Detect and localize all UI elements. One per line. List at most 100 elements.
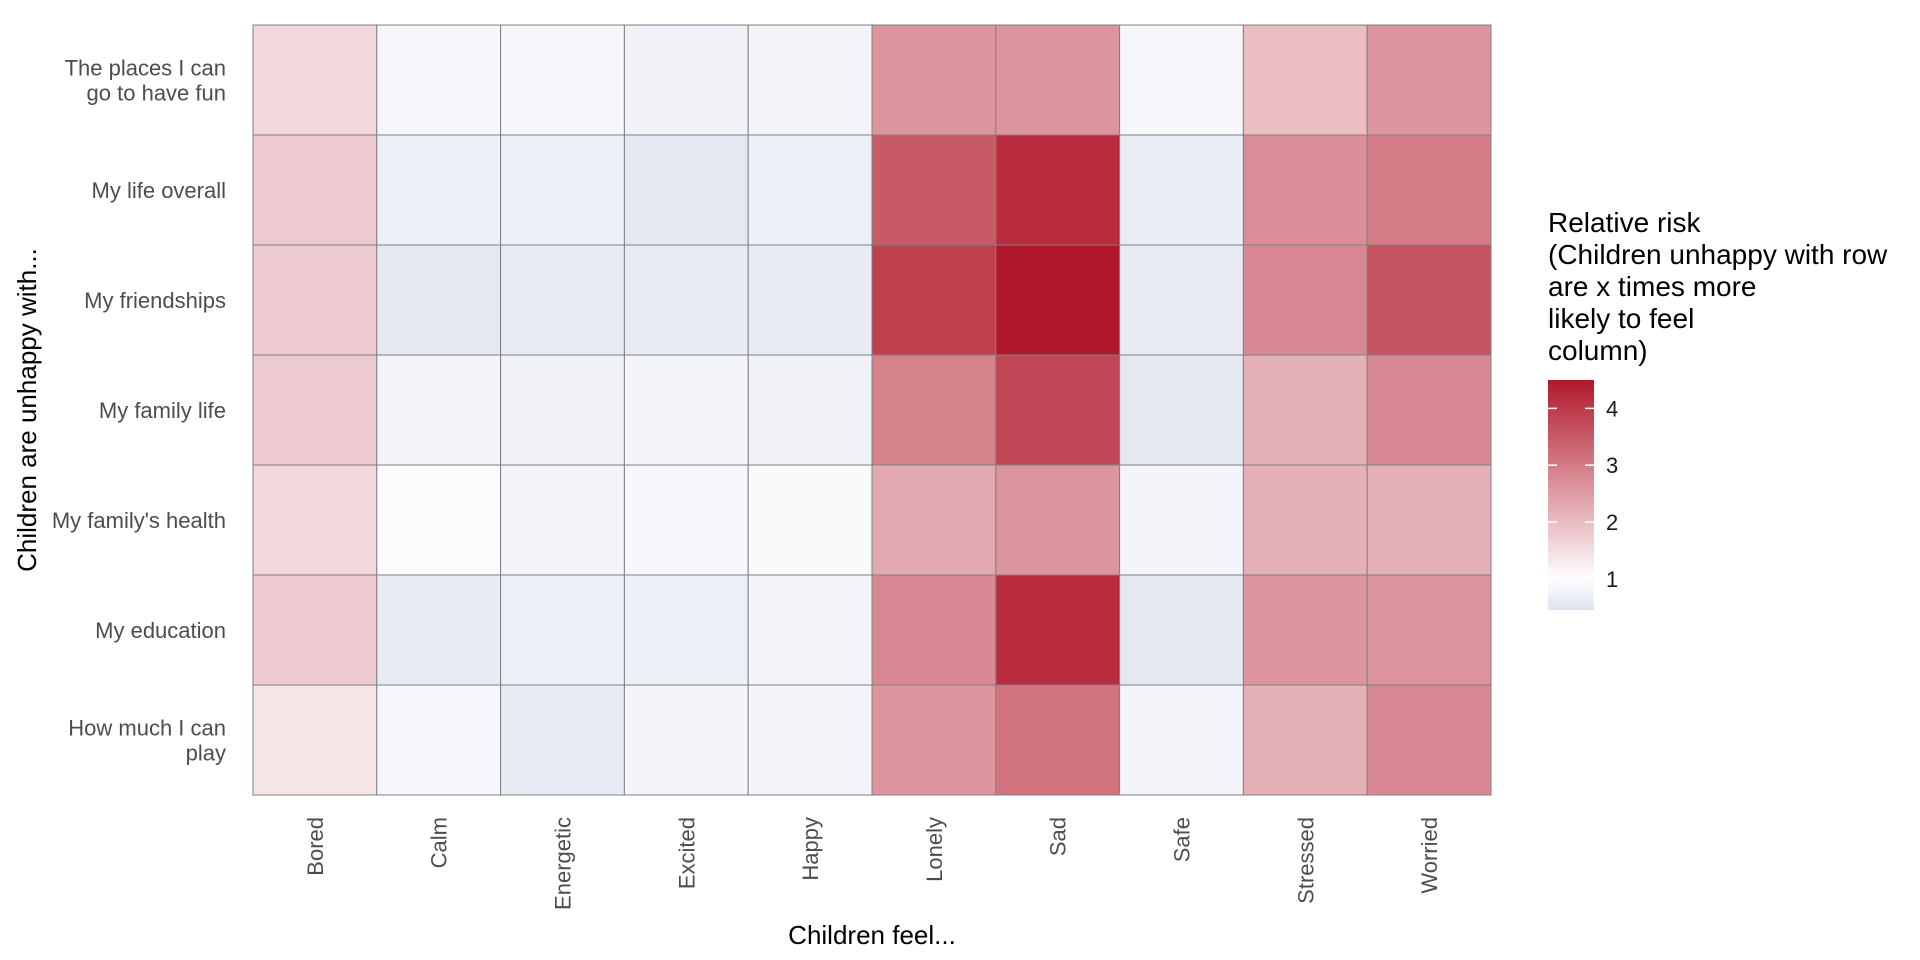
heatmap-cell	[500, 574, 625, 686]
legend-title: Relative risk(Children unhappy with rowa…	[1548, 207, 1888, 366]
row-label-line: My family life	[99, 398, 226, 423]
legend-tick-label: 2	[1606, 510, 1618, 535]
heatmap-cell	[1119, 134, 1244, 246]
heatmap-cell	[623, 24, 749, 136]
column-label: Happy	[798, 817, 823, 881]
column-labels: Bored Calm Energetic Excited Happy Lonely Sad S…	[303, 817, 1442, 910]
heatmap-cell	[995, 684, 1121, 796]
heatmap-cell	[747, 574, 873, 686]
heatmap-cell	[252, 684, 378, 796]
row-label: My life overall	[92, 178, 226, 203]
heatmap-cell	[252, 464, 378, 576]
row-label-line: My friendships	[84, 288, 226, 313]
heatmap-cells	[252, 24, 1492, 796]
heatmap-cell	[871, 464, 997, 576]
heatmap-cell	[1366, 354, 1492, 466]
row-label: My education	[95, 618, 226, 643]
row-label-line: play	[186, 741, 226, 766]
column-label: Excited	[674, 817, 699, 889]
heatmap-cell	[1242, 574, 1368, 686]
heatmap-cell	[500, 684, 625, 796]
column-label: Worried	[1417, 817, 1442, 894]
legend-title-line: Relative risk	[1548, 207, 1701, 238]
legend-ticks: 1 2 3 4	[1548, 396, 1618, 592]
row-label: How much I can play	[68, 716, 226, 766]
row-label-line: My education	[95, 618, 226, 643]
heatmap-cell	[1366, 684, 1492, 796]
heatmap-cell	[252, 24, 378, 136]
heatmap-cell	[1366, 134, 1492, 246]
heatmap-cell	[1366, 244, 1492, 356]
x-axis-title: Children feel...	[788, 920, 956, 950]
row-label: My family life	[99, 398, 226, 423]
row-label: My family's health	[52, 508, 226, 533]
legend-title-line: column)	[1548, 335, 1648, 366]
heatmap-cell	[376, 134, 502, 246]
legend: Relative risk(Children unhappy with rowa…	[1548, 207, 1888, 610]
column-label: Lonely	[922, 817, 947, 882]
heatmap-cell	[1119, 464, 1244, 576]
legend-title-line: are x times more	[1548, 271, 1757, 302]
heatmap-cell	[376, 574, 502, 686]
row-label-line: My life overall	[92, 178, 226, 203]
heatmap-cell	[500, 464, 625, 576]
heatmap-cell	[1242, 134, 1368, 246]
heatmap-cell	[1119, 24, 1244, 136]
heatmap-cell	[1242, 244, 1368, 356]
column-label: Bored	[303, 817, 328, 876]
legend-tick-label: 3	[1606, 453, 1618, 478]
heatmap-cell	[871, 244, 997, 356]
heatmap-cell	[623, 244, 749, 356]
heatmap-cell	[252, 134, 378, 246]
heatmap-cell	[376, 354, 502, 466]
heatmap-cell	[747, 464, 873, 576]
heatmap-cell	[376, 684, 502, 796]
row-labels: The places I can go to have fun My life ov…	[52, 56, 226, 766]
row-label: The places I can go to have fun	[65, 56, 226, 106]
legend-title-line: (Children unhappy with row	[1548, 239, 1888, 270]
heatmap-cell	[1119, 684, 1244, 796]
heatmap-cell	[995, 24, 1121, 136]
y-axis-title: Children are unhappy with...	[12, 248, 42, 572]
legend-title-line: likely to feel	[1548, 303, 1694, 334]
heatmap-cell	[500, 24, 625, 136]
heatmap-cell	[623, 134, 749, 246]
heatmap-cell	[623, 354, 749, 466]
legend-tick-label: 1	[1606, 567, 1618, 592]
heatmap-cell	[1119, 574, 1244, 686]
heatmap-cell	[871, 574, 997, 686]
heatmap-cell	[995, 464, 1121, 576]
legend-tick-label: 4	[1606, 396, 1618, 421]
row-label-line: go to have fun	[87, 81, 226, 106]
heatmap-cell	[871, 684, 997, 796]
heatmap-cell	[747, 354, 873, 466]
row-label-line: My family's health	[52, 508, 226, 533]
heatmap-cell	[1242, 464, 1368, 576]
heatmap-cell	[1366, 464, 1492, 576]
column-label: Stressed	[1293, 817, 1318, 904]
heatmap-cell	[995, 354, 1121, 466]
heatmap-cell	[995, 244, 1121, 356]
row-label-line: The places I can	[65, 56, 226, 81]
heatmap-cell	[1119, 244, 1244, 356]
heatmap-cell	[252, 354, 378, 466]
heatmap-cell	[871, 134, 997, 246]
heatmap-cell	[1242, 684, 1368, 796]
heatmap-cell	[376, 464, 502, 576]
heatmap-cell	[623, 684, 749, 796]
heatmap-cell	[1242, 24, 1368, 136]
heatmap-cell	[747, 24, 873, 136]
column-label: Sad	[1046, 817, 1071, 856]
heatmap-cell	[1366, 24, 1492, 136]
heatmap-cell	[871, 354, 997, 466]
heatmap-cell	[623, 464, 749, 576]
heatmap-cell	[747, 134, 873, 246]
column-label: Safe	[1170, 817, 1195, 862]
heatmap-cell	[747, 684, 873, 796]
heatmap-cell	[871, 24, 997, 136]
row-label-line: How much I can	[68, 716, 226, 741]
heatmap-cell	[747, 244, 873, 356]
heatmap-cell	[252, 244, 378, 356]
heatmap-cell	[995, 574, 1121, 686]
